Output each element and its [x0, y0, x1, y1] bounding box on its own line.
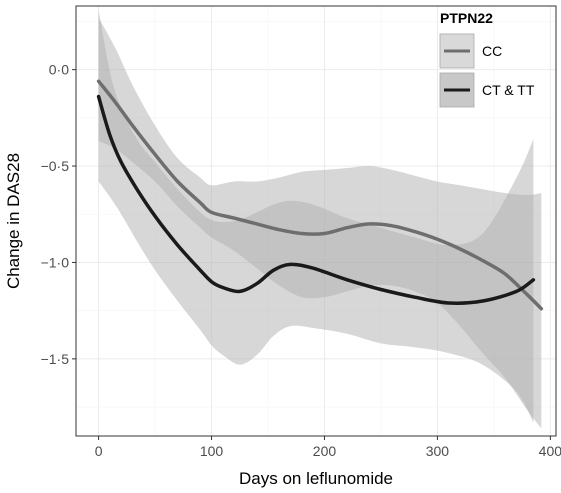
- axis-ticks: 0 100 200 300 400 0·0 −0·5 −1·0 −1·5: [41, 62, 561, 459]
- confidence-band-ct-tt: [98, 9, 534, 423]
- x-tick-label: 300: [426, 443, 450, 459]
- legend-label-ct-tt: CT & TT: [482, 82, 535, 98]
- series-lines: [96, 79, 544, 311]
- x-tick-label: 0: [95, 443, 103, 459]
- series-line-cc: [96, 79, 544, 311]
- legend-label-cc: CC: [482, 43, 502, 59]
- plot-border: [75, 5, 557, 437]
- x-tick-label: 400: [539, 443, 561, 459]
- legend: PTPN22 CC CT & TT: [439, 10, 535, 108]
- y-tick-label: −1·5: [41, 351, 70, 367]
- y-tick-label: 0·0: [49, 62, 69, 78]
- y-axis-title: Change in DAS28: [4, 153, 23, 289]
- y-tick-label: −1·0: [41, 254, 70, 270]
- y-tick-label: −0·5: [41, 158, 70, 174]
- x-tick-label: 100: [200, 443, 224, 459]
- x-axis-title: Days on leflunomide: [239, 469, 393, 488]
- legend-title: PTPN22: [440, 10, 493, 26]
- series-line-ct-tt: [96, 94, 536, 305]
- confidence-bands: [98, 9, 542, 429]
- x-tick-label: 200: [313, 443, 337, 459]
